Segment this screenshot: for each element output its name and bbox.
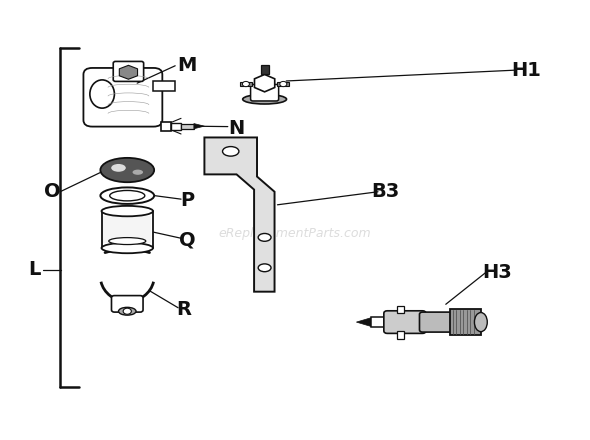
Bar xyxy=(181,124,194,129)
Ellipse shape xyxy=(101,206,153,216)
Bar xyxy=(397,331,404,339)
Circle shape xyxy=(280,81,287,87)
Bar xyxy=(153,81,175,91)
Ellipse shape xyxy=(133,169,143,175)
Bar xyxy=(171,123,181,130)
FancyBboxPatch shape xyxy=(251,84,278,101)
FancyBboxPatch shape xyxy=(83,68,162,127)
Bar xyxy=(371,317,388,327)
Ellipse shape xyxy=(90,80,114,108)
Ellipse shape xyxy=(110,191,145,201)
Polygon shape xyxy=(194,124,204,129)
FancyBboxPatch shape xyxy=(419,312,453,332)
Polygon shape xyxy=(119,65,137,79)
Ellipse shape xyxy=(222,147,239,156)
Ellipse shape xyxy=(109,238,146,245)
Polygon shape xyxy=(204,137,274,292)
Ellipse shape xyxy=(100,187,154,204)
Circle shape xyxy=(242,81,250,87)
Text: M: M xyxy=(177,56,196,75)
Ellipse shape xyxy=(258,264,271,271)
Text: P: P xyxy=(180,191,194,210)
Ellipse shape xyxy=(111,164,126,172)
Ellipse shape xyxy=(474,312,487,332)
FancyBboxPatch shape xyxy=(112,296,143,312)
Bar xyxy=(103,216,151,243)
Ellipse shape xyxy=(258,234,271,241)
Ellipse shape xyxy=(101,243,153,253)
Bar xyxy=(277,82,289,86)
Text: H1: H1 xyxy=(511,61,541,80)
Text: eReplacementParts.com: eReplacementParts.com xyxy=(219,227,371,239)
Bar xyxy=(160,122,171,131)
FancyBboxPatch shape xyxy=(384,311,426,334)
Text: B3: B3 xyxy=(372,182,399,201)
Text: O: O xyxy=(44,182,61,201)
Circle shape xyxy=(123,308,132,314)
Bar xyxy=(261,65,268,74)
Ellipse shape xyxy=(242,95,287,104)
Bar xyxy=(397,306,404,313)
Bar xyxy=(240,82,252,86)
Ellipse shape xyxy=(119,307,136,315)
Text: L: L xyxy=(29,260,41,279)
Text: Q: Q xyxy=(179,230,195,249)
Text: H3: H3 xyxy=(482,263,512,282)
Text: R: R xyxy=(176,300,192,319)
Text: N: N xyxy=(228,119,245,138)
Bar xyxy=(450,309,481,335)
Polygon shape xyxy=(254,74,275,92)
Ellipse shape xyxy=(100,158,154,182)
FancyBboxPatch shape xyxy=(113,62,143,81)
Polygon shape xyxy=(356,318,371,326)
